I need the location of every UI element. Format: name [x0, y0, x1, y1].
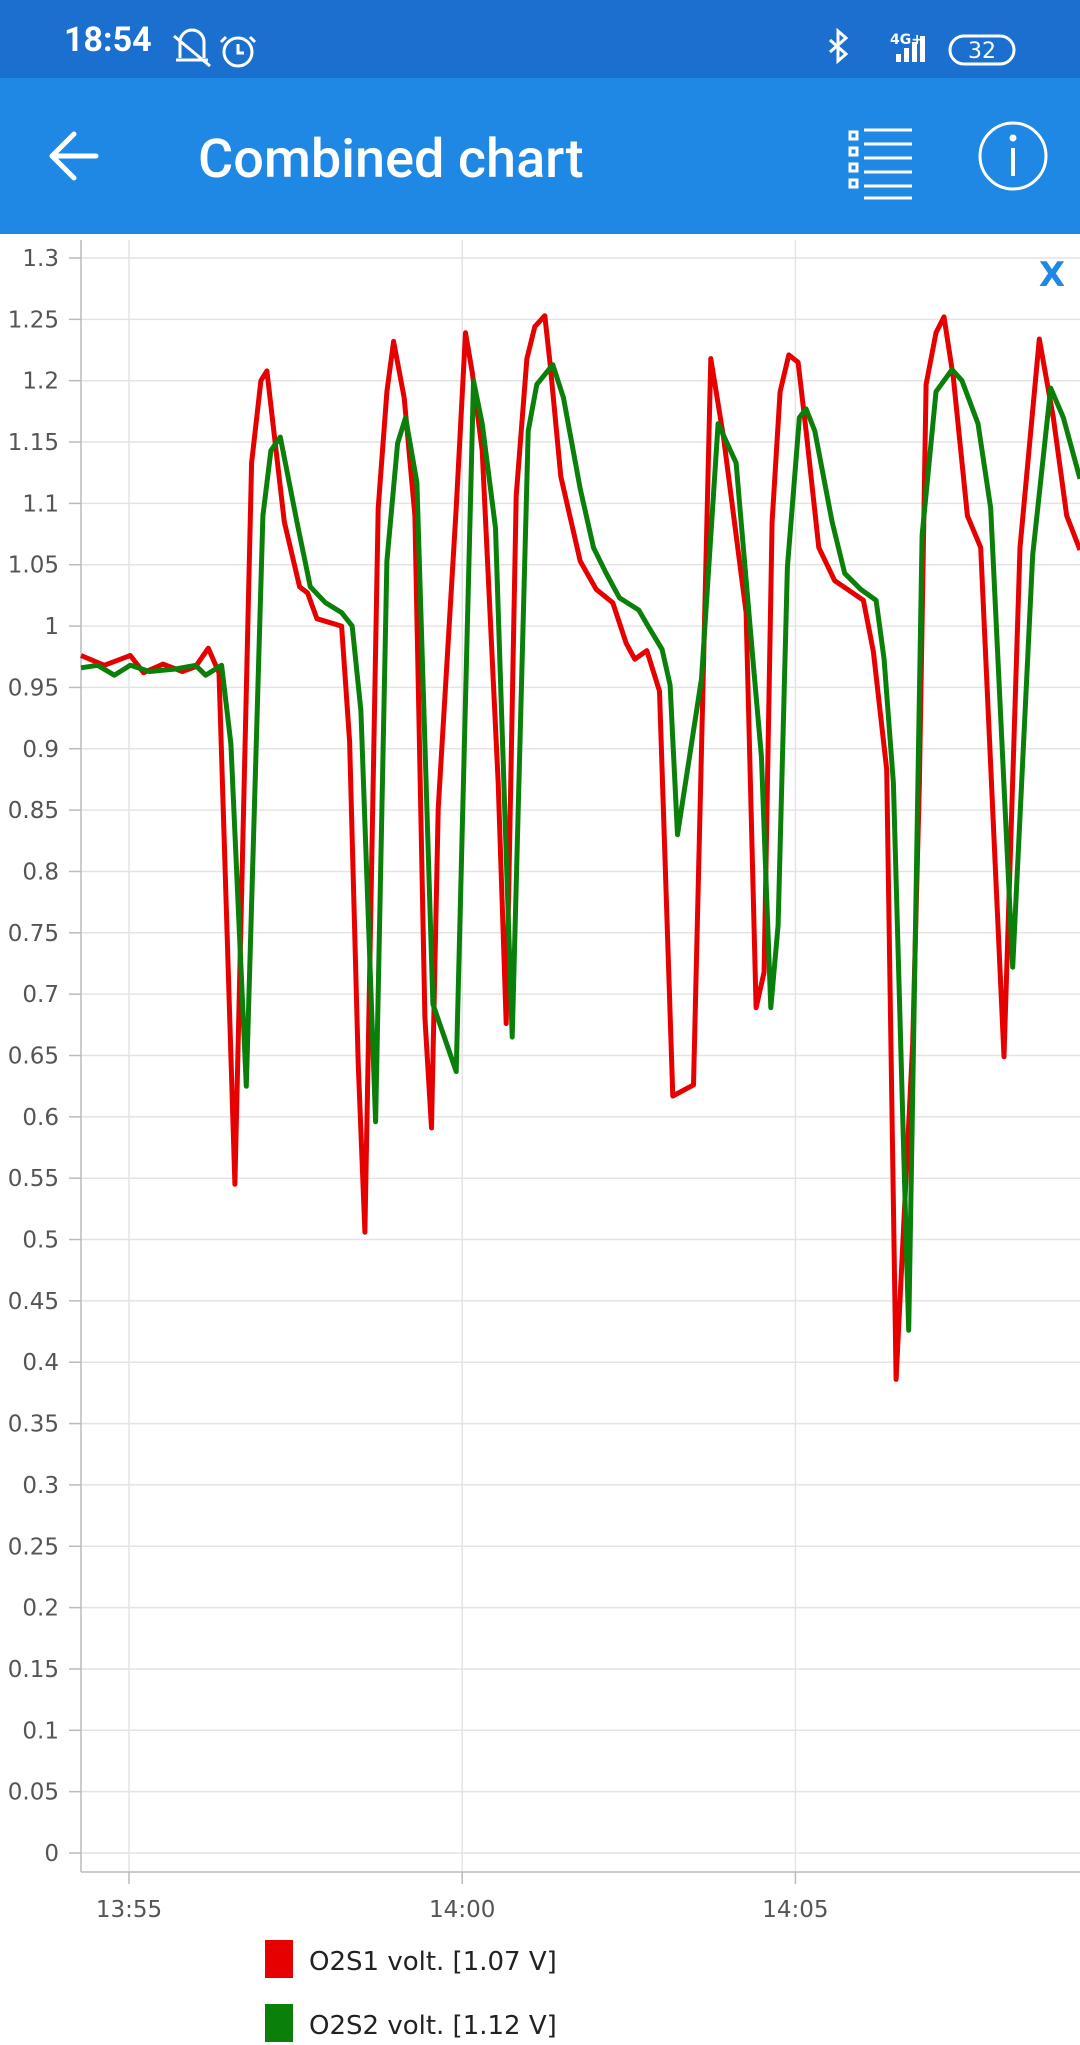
y-tick-label: 0.65 — [8, 1044, 59, 1070]
y-tick-label: 0.4 — [22, 1350, 59, 1376]
y-tick-label: 1.1 — [22, 491, 59, 517]
y-tick-label: 1.25 — [8, 307, 59, 333]
y-tick-label: 0.7 — [22, 982, 59, 1008]
y-tick-label: 0.25 — [8, 1534, 59, 1560]
status-icons: 4G+ 32 — [173, 27, 1016, 68]
legend-swatch — [265, 2004, 293, 2042]
y-tick-label: 0.8 — [22, 859, 59, 885]
y-tick-label: 0.3 — [22, 1473, 59, 1499]
legend-swatch — [265, 1940, 293, 1978]
y-tick-label: 1 — [44, 614, 59, 640]
y-tick-label: 0.9 — [22, 737, 59, 763]
y-tick-label: 0.2 — [22, 1596, 59, 1622]
battery-level: 32 — [968, 39, 996, 64]
y-tick-label: 1.15 — [8, 430, 59, 456]
y-tick-label: 0.95 — [8, 675, 59, 701]
y-tick-label: 0.85 — [8, 798, 59, 824]
app-bar-icons — [49, 121, 1048, 200]
y-tick-label: 0.05 — [8, 1780, 59, 1806]
y-tick-label: 0.45 — [8, 1289, 59, 1315]
y-tick-label: 0.5 — [22, 1228, 59, 1254]
list-button[interactable] — [848, 128, 912, 200]
screen-title: Combined chart — [198, 128, 584, 191]
clock: 18:54 — [64, 20, 152, 60]
close-button[interactable]: X — [1039, 255, 1065, 295]
y-tick-label: 0.6 — [22, 1105, 59, 1131]
y-tick-label: 0.55 — [8, 1166, 59, 1192]
info-button[interactable] — [978, 121, 1048, 191]
y-tick-label: 1.2 — [22, 369, 59, 395]
x-tick-label: 14:00 — [429, 1897, 495, 1923]
x-tick-label: 13:55 — [96, 1897, 162, 1923]
grid — [81, 240, 1080, 1872]
series-line — [80, 313, 1080, 1382]
y-tick-label: 0 — [44, 1841, 59, 1867]
x-tick-label: 14:05 — [762, 1897, 828, 1923]
y-tick-label: 0.35 — [8, 1412, 59, 1438]
status-bar: 18:54 4G+ 32 — [0, 0, 1080, 78]
series-line — [80, 362, 1080, 1333]
back-button[interactable] — [49, 131, 99, 181]
app-bar: Combined chart — [0, 78, 1080, 234]
y-tick-label: 0.15 — [8, 1657, 59, 1683]
y-tick-label: 1.3 — [22, 246, 59, 272]
network-type: 4G+ — [890, 32, 923, 48]
legend-label: O2S2 volt. [1.12 V] — [309, 2011, 557, 2041]
legend-label: O2S1 volt. [1.07 V] — [309, 1947, 557, 1977]
y-tick-label: 1.05 — [8, 553, 59, 579]
y-tick-label: 0.75 — [8, 921, 59, 947]
y-tick-label: 0.1 — [22, 1718, 59, 1744]
